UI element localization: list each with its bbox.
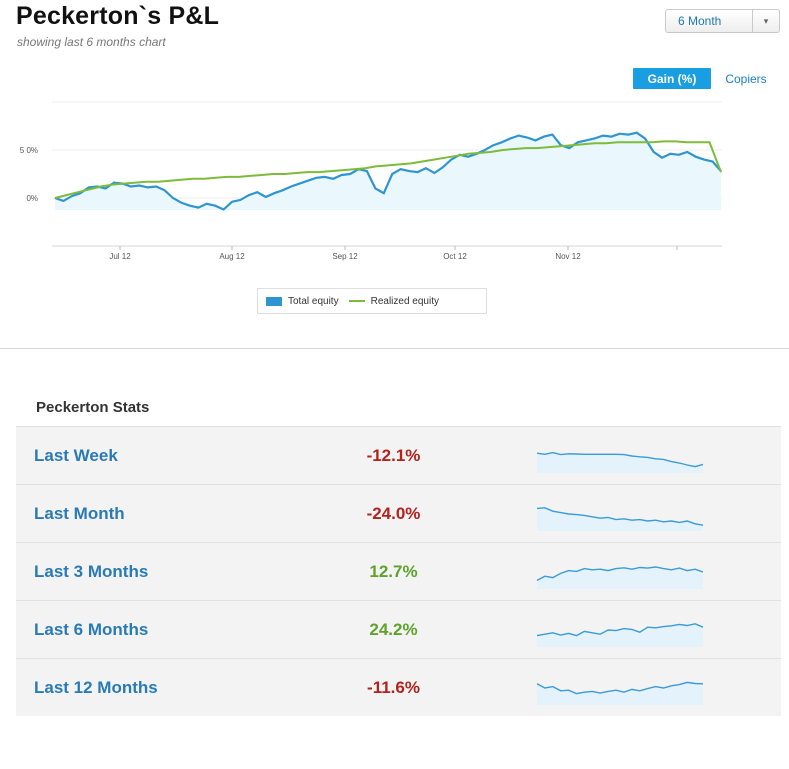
period-select-value: 6 Month: [678, 14, 722, 28]
stat-value: -24.0%: [366, 504, 421, 523]
total-equity-line: [54, 131, 722, 211]
total-equity-area: [55, 132, 721, 210]
sparkline-path: [536, 566, 704, 582]
stat-value: 24.2%: [369, 620, 418, 639]
x-tick-label: Oct 12: [443, 252, 467, 261]
realized-equity-swatch: [348, 300, 365, 302]
stats-title: Peckerton Stats: [36, 399, 150, 416]
x-tick-label: Sep 12: [332, 252, 358, 261]
legend-item-total-equity[interactable]: Total equity: [266, 296, 339, 307]
legend-label-total-equity: Total equity: [288, 295, 339, 307]
y-tick-label: 5 0%: [20, 146, 38, 155]
pl-chart: 0% 5 0% Jul 12 Aug 12 Sep 12 Oct 12 Nov 12: [20, 101, 722, 261]
copiers-toggle[interactable]: Copiers: [714, 68, 778, 89]
sparkline-path: [536, 623, 704, 637]
y-tick-label: 0%: [26, 194, 38, 203]
sparkline-path: [536, 507, 704, 526]
sparkline-path: [536, 681, 704, 695]
chevron-down-icon[interactable]: ▾: [763, 15, 769, 26]
stat-row: Last Month -24.0%: [16, 484, 781, 542]
total-equity-swatch: [266, 296, 282, 306]
stat-value: -11.6%: [367, 678, 420, 697]
stat-period-link[interactable]: Last Week: [34, 446, 118, 465]
x-axis-ticks: Jul 12 Aug 12 Sep 12 Oct 12 Nov 12: [109, 246, 678, 261]
stats-list: Last Week -12.1% Last Month -24.0% Last …: [16, 426, 781, 716]
x-tick-label: Aug 12: [219, 252, 245, 261]
sparkline-area: [537, 452, 703, 473]
sparkline-area: [537, 682, 703, 705]
realized-equity-line: [54, 140, 722, 199]
stat-period-link[interactable]: Last 12 Months: [34, 678, 158, 697]
stat-row: Last 12 Months -11.6%: [16, 658, 781, 716]
legend-label-realized-equity: Realized equity: [370, 295, 439, 307]
sparkline: [536, 623, 704, 647]
stat-row: Last 3 Months 12.7%: [16, 542, 781, 600]
sparkline-area: [537, 567, 703, 589]
stat-value: -12.1%: [366, 446, 421, 465]
sparkline-area: [537, 623, 703, 647]
sparkline: [536, 507, 704, 531]
y-axis-ticks: 0% 5 0%: [20, 146, 38, 203]
period-select-divider: [752, 10, 753, 32]
legend-item-realized-equity[interactable]: Realized equity: [348, 295, 439, 307]
sparkline-path: [536, 451, 704, 468]
stat-row: Last Week -12.1%: [16, 426, 781, 484]
page-subtitle: showing last 6 months chart: [17, 35, 166, 49]
stat-period-link[interactable]: Last Month: [34, 504, 125, 523]
sparkline: [536, 681, 704, 705]
stat-period-link[interactable]: Last 6 Months: [34, 620, 149, 639]
section-divider: [0, 348, 789, 349]
sparkline: [536, 566, 704, 589]
stat-value: 12.7%: [369, 562, 418, 581]
page-title: Peckerton`s P&L: [16, 2, 220, 30]
period-select[interactable]: 6 Month ▾: [665, 9, 780, 33]
chart-legend: Total equity Realized equity: [257, 288, 487, 314]
stat-period-link[interactable]: Last 3 Months: [34, 562, 149, 581]
x-tick-label: Nov 12: [555, 252, 581, 261]
gain-percent-toggle[interactable]: Gain (%): [633, 68, 711, 89]
stat-row: Last 6 Months 24.2%: [16, 600, 781, 658]
x-tick-label: Jul 12: [109, 252, 131, 261]
sparkline: [536, 451, 704, 473]
